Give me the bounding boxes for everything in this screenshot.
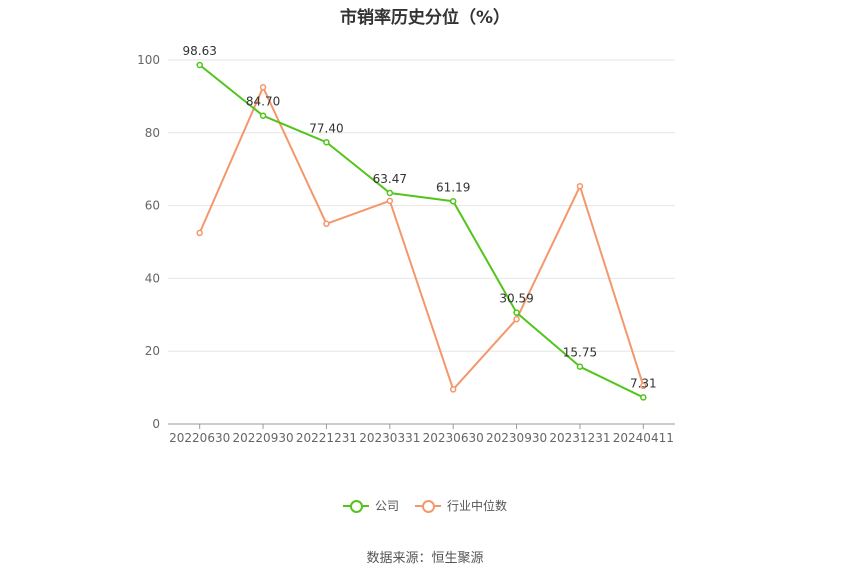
data-point [513, 309, 520, 316]
y-tick-label: 0 [152, 417, 160, 431]
y-tick-label: 100 [137, 53, 160, 67]
data-point [259, 112, 267, 119]
data-point [259, 84, 267, 91]
data-label: 30.59 [499, 292, 533, 306]
chart-title: 市销率历史分位（%） [339, 8, 511, 28]
data-point [513, 315, 520, 323]
source-note: 数据来源：恒生聚源 [366, 551, 484, 566]
data-label: 7.31 [630, 376, 657, 390]
data-point [323, 220, 330, 228]
data-label: 61.19 [436, 180, 470, 194]
y-tick-label: 20 [145, 344, 160, 358]
legend: 公司 行业中位数 [0, 497, 850, 514]
y-tick-label: 40 [145, 271, 160, 285]
legend-item-company[interactable]: 公司 [342, 497, 399, 514]
data-label: 15.75 [563, 346, 597, 360]
x-tick-label: 20220930 [233, 431, 294, 445]
data-point [386, 189, 394, 197]
x-tick-label: 20230630 [423, 431, 484, 445]
data-point [196, 229, 203, 237]
data-point [323, 139, 330, 146]
x-axis: 20220630 20220930 20221231 20230331 20230630… [168, 423, 675, 445]
legend-swatch-industry-median [415, 499, 441, 513]
data-label: 63.47 [373, 172, 407, 186]
x-tick-label: 20220630 [169, 431, 230, 445]
data-label: 77.40 [309, 121, 343, 135]
series-layer [196, 61, 647, 401]
data-point [576, 183, 584, 190]
x-tick-label: 20240411 [613, 431, 674, 445]
y-tick-label: 80 [145, 126, 160, 140]
x-tick-label: 20231231 [549, 431, 610, 445]
data-point [449, 198, 457, 205]
data-point [640, 394, 647, 401]
data-point [449, 386, 457, 393]
legend-item-industry-median[interactable]: 行业中位数 [415, 497, 507, 514]
y-axis: 0 20 40 60 80 100 [137, 53, 160, 431]
y-tick-label: 60 [145, 199, 160, 213]
data-label: 98.63 [183, 44, 217, 58]
legend-label-industry-median: 行业中位数 [447, 499, 508, 513]
data-point [386, 197, 394, 205]
series-line [199, 64, 644, 399]
grid-lines [168, 59, 675, 352]
legend-swatch-company [342, 499, 369, 513]
legend-label-company: 公司 [374, 499, 399, 513]
x-tick-label: 20230331 [359, 431, 420, 445]
data-point [640, 382, 647, 390]
data-point [196, 61, 203, 69]
x-tick-label: 20230930 [486, 431, 547, 445]
x-tick-label: 20221231 [296, 431, 357, 445]
series-line [198, 86, 645, 391]
data-label: 84.70 [246, 95, 280, 109]
data-point [576, 363, 584, 370]
data-labels: 98.63 84.70 77.40 63.47 61.19 30.59 15.75 7.31 [183, 44, 657, 390]
